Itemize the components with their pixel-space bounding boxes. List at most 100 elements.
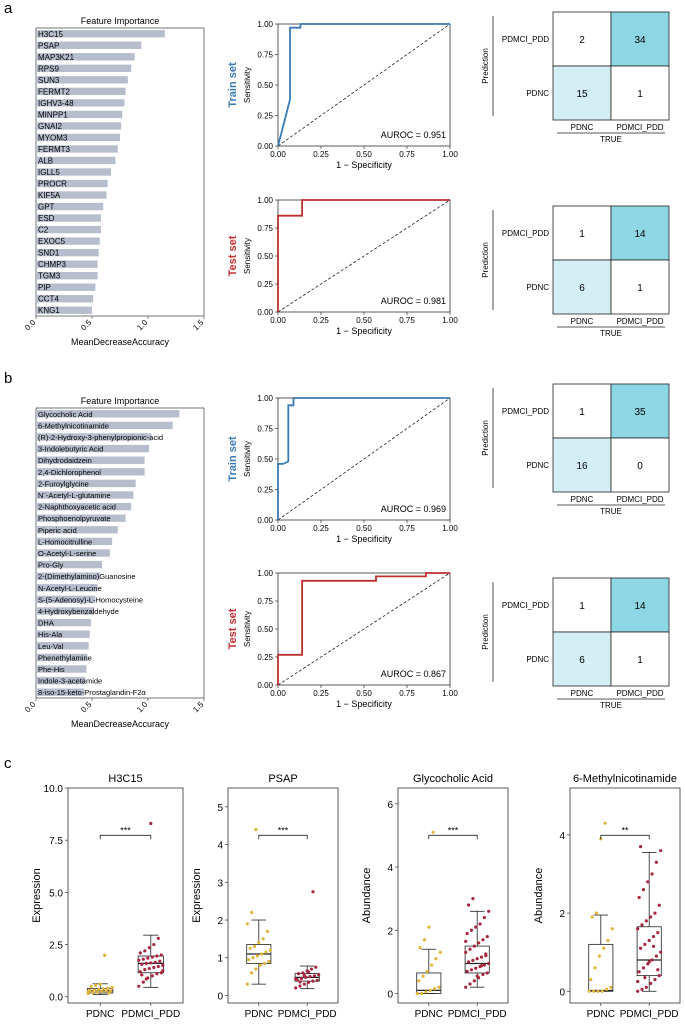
data-point	[485, 935, 489, 939]
cell-value: 35	[634, 407, 646, 418]
data-point	[466, 960, 471, 964]
data-point	[110, 985, 114, 989]
bar-label: (R)-2-Hydroxy-3-phenylpropionic-acid	[38, 433, 163, 442]
data-point	[307, 980, 311, 984]
data-point	[593, 966, 597, 970]
x-tick-label: 0.00	[270, 316, 286, 325]
y-tick-label: 0.25	[257, 112, 273, 121]
data-point	[482, 916, 486, 920]
data-point	[471, 897, 475, 901]
bar-label: KIF5A	[38, 191, 61, 200]
bar	[36, 295, 94, 303]
plot-frame	[397, 787, 509, 1004]
y-tick-label: 1.00	[257, 569, 273, 578]
data-point	[161, 963, 165, 968]
auroc-annotation: AUROC = 0.951	[381, 130, 446, 140]
data-point	[268, 948, 272, 952]
plot-frame	[569, 787, 681, 1004]
y-axis-label: Abundance	[533, 868, 545, 924]
significance-bracket	[428, 834, 478, 840]
y-tick-label: 4	[559, 831, 565, 842]
data-point	[144, 977, 148, 981]
data-point	[438, 950, 442, 955]
x-tick-label: 0.25	[313, 316, 329, 325]
x-tick-label: 0.50	[356, 524, 372, 533]
b-cm-train: 1 35 16 0 PDMCI_PDD PDNC PDNC PDMCI_PDD Predicti…	[481, 383, 670, 516]
y-tick-label: 0.50	[257, 81, 273, 90]
bar-label: FERMT3	[38, 145, 71, 154]
col-label: PDNC	[571, 123, 594, 132]
set-label: Test set	[227, 608, 239, 649]
set-label: Test set	[227, 235, 239, 276]
matrix-cell	[610, 65, 670, 121]
cell-value: 1	[579, 601, 585, 612]
cell-value: 2	[579, 35, 585, 46]
x-tick-label: 0.50	[356, 316, 372, 325]
c-box-6mn: 6-Methylnicotinamide 0 2 4 PDNC PDMCI_PDD Abun…	[533, 773, 681, 1020]
data-point	[424, 990, 428, 994]
data-point	[650, 872, 654, 876]
x-tick-label: 0.5	[79, 318, 94, 333]
data-point	[294, 977, 298, 981]
bar-label: RPS9	[38, 64, 59, 73]
data-point	[421, 974, 425, 978]
bar	[36, 688, 85, 696]
a-cm-train: 2 34 15 1 PDMCI_PDD PDNC PDNC PDMCI_PDD Predicti…	[481, 11, 670, 144]
data-point	[264, 950, 268, 954]
data-point	[296, 971, 301, 976]
bar	[36, 122, 122, 130]
data-point	[471, 958, 475, 962]
roc-line	[277, 23, 450, 147]
auroc-annotation: AUROC = 0.981	[381, 296, 446, 306]
significance-bracket	[600, 834, 650, 840]
bar-label: Indole-3-acetamide	[38, 677, 102, 686]
chart-title: Feature Importance	[81, 16, 160, 26]
data-point	[100, 989, 104, 994]
data-point	[149, 821, 153, 826]
x-tick-label: PDMCI_PDD	[121, 1009, 180, 1020]
data-point	[298, 984, 302, 988]
data-point	[636, 927, 640, 931]
data-point	[636, 989, 640, 993]
data-point	[651, 944, 656, 948]
x-axis-label: MeanDecreaseAccuracy	[71, 337, 170, 347]
bar	[36, 572, 100, 580]
matrix-cell	[610, 205, 670, 261]
bar	[36, 41, 142, 49]
bar-label: 4-Hydroxybenzaldehyde	[38, 607, 119, 616]
significance-bracket	[258, 834, 308, 840]
bar-label: FERMT2	[38, 87, 71, 96]
box	[464, 945, 490, 974]
bar	[36, 584, 98, 592]
data-point	[637, 970, 641, 974]
data-point	[466, 903, 471, 907]
data-point	[431, 830, 435, 834]
bar	[36, 87, 126, 96]
bar	[36, 618, 91, 627]
bar-label: 2-Furoylglycine	[38, 479, 89, 488]
data-point	[475, 974, 479, 978]
y-tick-label: 0	[217, 991, 223, 1002]
bar	[36, 133, 120, 142]
data-point	[415, 991, 419, 996]
data-point	[301, 971, 305, 975]
panel-label-b: b	[4, 370, 12, 387]
x-tick-label: 0.75	[399, 150, 415, 159]
bar	[36, 456, 145, 464]
c-box-h3c15: H3C15 0.0 2.5 5.0 7.5 10.0 PDNC PDMCI_PDD Expres…	[31, 773, 184, 1020]
b-fi: Feature Importance Glycocholic Acid 6-Meth…	[23, 396, 206, 729]
bar-label: 3-Indolebutyric Acid	[38, 445, 103, 454]
roc-line	[277, 397, 450, 520]
data-point	[485, 971, 489, 975]
data-point	[258, 963, 262, 967]
cell-value: 6	[579, 655, 585, 666]
y-tick-label: 1.00	[257, 394, 273, 403]
bar-label: Glycocholic Acid	[38, 410, 93, 419]
cell-value: 1	[637, 89, 643, 100]
data-point	[610, 927, 614, 931]
data-point	[434, 957, 438, 961]
data-point	[659, 950, 663, 954]
roc-line	[277, 572, 450, 685]
data-point	[254, 827, 258, 832]
data-point	[606, 938, 610, 943]
